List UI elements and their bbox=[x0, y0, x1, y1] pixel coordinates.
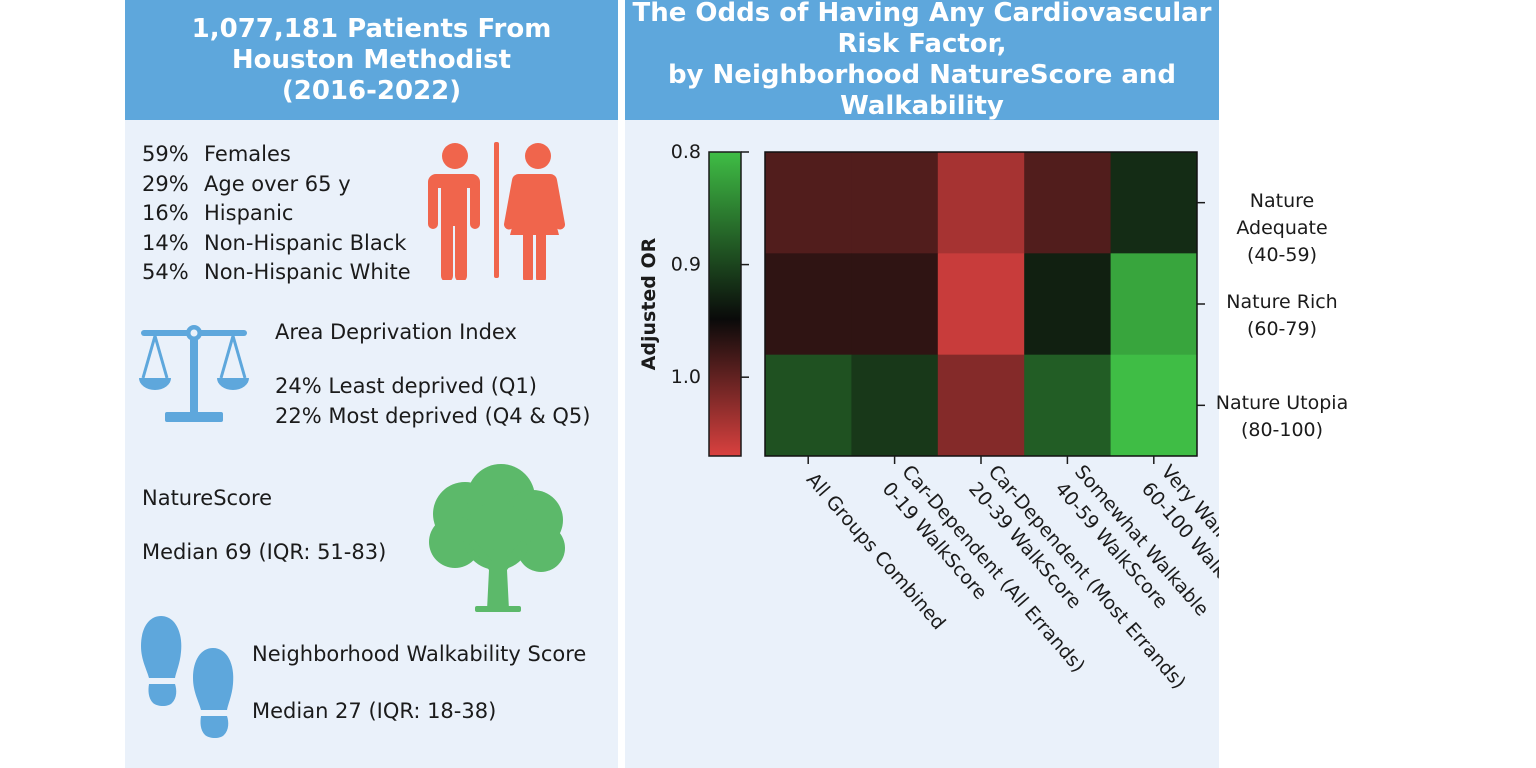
heatmap-cell bbox=[851, 354, 939, 457]
left-panel: 1,077,181 Patients From Houston Methodis… bbox=[125, 0, 618, 768]
heatmap-cell bbox=[937, 152, 1025, 254]
heatmap-cell bbox=[1110, 152, 1198, 254]
heatmap-cell bbox=[851, 152, 939, 254]
chart-title: The Odds of Having Any Cardiovascular Ri… bbox=[632, 0, 1212, 121]
left-header: 1,077,181 Patients From Houston Methodis… bbox=[125, 0, 618, 120]
cohort-title: 1,077,181 Patients From Houston Methodis… bbox=[191, 13, 552, 106]
demographic-label: Non-Hispanic Black bbox=[204, 230, 407, 255]
scale-icon bbox=[139, 325, 249, 422]
walkability-median: Median 27 (IQR: 18-38) bbox=[252, 699, 497, 723]
heatmap-cell bbox=[765, 253, 852, 356]
right-header: The Odds of Having Any Cardiovascular Ri… bbox=[625, 0, 1219, 121]
demographic-item: 54% Non-Hispanic White bbox=[142, 258, 411, 288]
colorbar-tick-label: 0.9 bbox=[671, 254, 701, 276]
heatmap-cell bbox=[1024, 152, 1112, 254]
person-icon bbox=[428, 142, 565, 280]
demographic-label: Hispanic bbox=[204, 201, 294, 225]
demographic-pct: 14% bbox=[142, 230, 189, 255]
heatmap-cell bbox=[851, 253, 939, 356]
naturescore-median: Median 69 (IQR: 51-83) bbox=[142, 540, 387, 564]
heatmap-chart: Adjusted OR 0.80.91.0 All Groups Combine… bbox=[638, 141, 1219, 716]
naturescore-title: NatureScore bbox=[142, 486, 273, 510]
heatmap-cell bbox=[937, 253, 1025, 356]
demographic-item: 59% Females bbox=[142, 140, 411, 170]
demographic-pct: 59% bbox=[142, 142, 189, 166]
row-label: Nature Rich (60-79) bbox=[1226, 291, 1338, 340]
heatmap-cell bbox=[1024, 253, 1112, 356]
colorbar bbox=[708, 151, 742, 457]
walkability-title: Neighborhood Walkability Score bbox=[252, 642, 587, 666]
demographic-label: Age over 65 y bbox=[204, 171, 351, 196]
demographic-label: Non-Hispanic White bbox=[204, 260, 411, 284]
colorbar-tick-label: 0.8 bbox=[671, 141, 701, 163]
footprints-icon bbox=[141, 616, 234, 738]
row-label: Nature Adequate (40-59) bbox=[1236, 189, 1328, 266]
heatmap-cell bbox=[1110, 253, 1198, 356]
heatmap-cell bbox=[1024, 354, 1112, 457]
colorbar-tick-label: 1.0 bbox=[671, 366, 701, 388]
demographic-pct: 54% bbox=[142, 260, 189, 284]
demographics-list: 59% Females 29% Age over 65 y 16% Hispanic … bbox=[142, 140, 411, 288]
demographic-item: 16% Hispanic bbox=[142, 199, 411, 229]
tree-icon bbox=[429, 464, 565, 612]
demographic-label: Females bbox=[204, 142, 291, 166]
right-panel: The Odds of Having Any Cardiovascular Ri… bbox=[625, 0, 1348, 768]
demographic-item: 29% Age over 65 y bbox=[142, 170, 411, 200]
adi-least-deprived: 24% Least deprived (Q1) bbox=[275, 374, 537, 398]
heatmap-cell bbox=[765, 354, 852, 457]
adi-most-deprived: 22% Most deprived (Q4 & Q5) bbox=[275, 404, 591, 428]
heatmap-cell bbox=[1110, 354, 1198, 457]
demographic-item: 14% Non-Hispanic Black bbox=[142, 229, 411, 259]
colorbar-label: Adjusted OR bbox=[638, 237, 660, 370]
adi-title: Area Deprivation Index bbox=[275, 320, 517, 344]
heatmap-cell bbox=[937, 354, 1025, 457]
row-label: Nature Utopia (80-100) bbox=[1215, 392, 1349, 442]
demographic-pct: 29% bbox=[142, 171, 189, 196]
heatmap-cell bbox=[765, 152, 852, 254]
demographic-pct: 16% bbox=[142, 201, 189, 225]
